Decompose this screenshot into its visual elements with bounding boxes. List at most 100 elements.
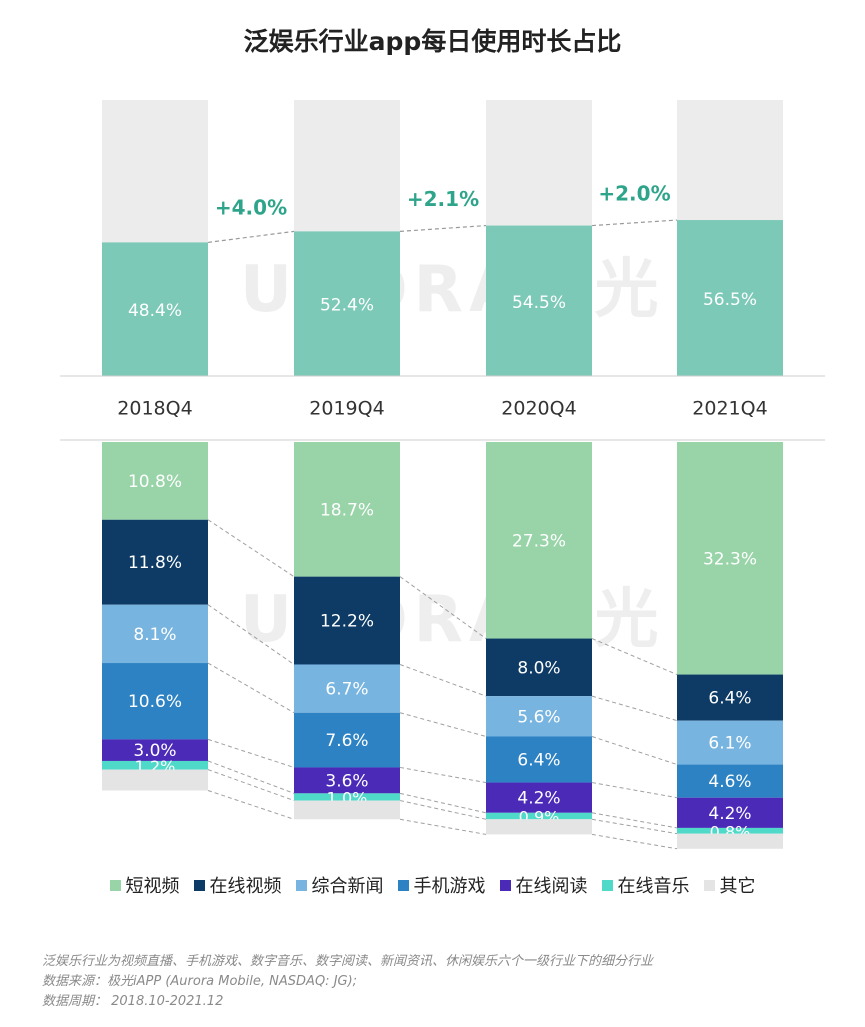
stack-seg-综合新闻-2 xyxy=(486,696,592,737)
stack-seg-综合新闻-3 xyxy=(677,720,783,765)
note-definition: 泛娱乐行业为视频直播、手机游戏、数字音乐、数字阅读、新闻资讯、休闲娱乐六个一级行… xyxy=(42,954,654,969)
stack-seg-综合新闻-1 xyxy=(294,664,400,713)
stack-connector-0-4 xyxy=(207,760,295,794)
stack-connector-2-3 xyxy=(591,782,678,799)
top-bar-2018Q4 xyxy=(102,242,208,376)
chart-title: 泛娱乐行业app每日使用时长占比 xyxy=(243,27,622,56)
growth-label-0: +4.0% xyxy=(215,195,287,219)
legend-label-2: 综合新闻 xyxy=(311,876,384,897)
stack-connector-2-1 xyxy=(591,695,678,722)
legend-label-4: 在线阅读 xyxy=(515,876,588,897)
legend-item-2: 综合新闻 xyxy=(295,872,384,898)
stack-seg-在线阅读-2 xyxy=(486,782,592,813)
stack-seg-在线视频-0 xyxy=(102,519,208,605)
legend-label-0: 短视频 xyxy=(125,876,180,897)
stack-connector-2-6 xyxy=(591,833,678,850)
stack-label-在线视频-3: 6.4% xyxy=(708,689,751,709)
stack-connector-1-4 xyxy=(399,792,487,814)
legend-item-5: 在线音乐 xyxy=(601,872,690,898)
stack-connector-2-0 xyxy=(591,638,678,676)
chart-canvas: 48.4% 52.4% 54.5% 56.5% +4.0% +2.1% +2.0% 2018Q… xyxy=(60,100,825,850)
stack-label-短视频-0: 10.8% xyxy=(128,472,182,492)
top-bar-label-1: 52.4% xyxy=(320,296,374,316)
legend-swatch-0 xyxy=(109,879,121,891)
stack-seg-短视频-1 xyxy=(294,442,400,577)
legend-label-1: 在线视频 xyxy=(209,876,282,897)
stack-label-在线阅读-0: 3.0% xyxy=(133,741,176,761)
stack-seg-在线音乐-0 xyxy=(102,760,208,770)
stack-seg-手机游戏-3 xyxy=(677,764,783,798)
stack-label-手机游戏-2: 6.4% xyxy=(517,751,560,771)
stack-label-手机游戏-3: 4.6% xyxy=(708,772,751,792)
top-connector-1 xyxy=(399,224,487,232)
legend-item-1: 在线视频 xyxy=(193,872,282,898)
category-label-2018Q4: 2018Q4 xyxy=(117,398,192,420)
stack-seg-其它-0 xyxy=(102,769,208,791)
legend-swatch-4 xyxy=(499,879,511,891)
stack-label-短视频-3: 32.3% xyxy=(703,549,757,569)
top-connector-2 xyxy=(591,219,678,227)
stack-seg-在线音乐-3 xyxy=(677,827,783,834)
stack-seg-手机游戏-0 xyxy=(102,663,208,740)
stack-label-在线视频-1: 12.2% xyxy=(320,612,374,632)
legend-swatch-1 xyxy=(193,879,205,891)
stack-label-在线视频-2: 8.0% xyxy=(517,658,560,678)
stack-seg-在线阅读-3 xyxy=(677,797,783,828)
stack-label-在线视频-0: 11.8% xyxy=(128,553,182,573)
legend: 短视频 在线视频 综合新闻 手机游戏 在线阅读 在线音乐 其它 xyxy=(0,872,865,898)
stack-label-综合新闻-3: 6.1% xyxy=(708,734,751,754)
legend-swatch-3 xyxy=(397,879,409,891)
growth-label-2: +2.0% xyxy=(598,181,670,205)
footnotes: 泛娱乐行业为视频直播、手机游戏、数字音乐、数字阅读、新闻资讯、休闲娱乐六个一级行… xyxy=(42,952,653,1012)
stack-seg-在线视频-3 xyxy=(677,674,783,721)
stack-label-手机游戏-1: 7.6% xyxy=(325,731,368,751)
stack-connector-0-6 xyxy=(207,790,295,820)
growth-label-1: +2.1% xyxy=(407,187,479,211)
top-bar-2019Q4 xyxy=(294,231,400,376)
note-source: 数据来源：极光iAPP (Aurora Mobile, NASDAQ: JG); xyxy=(42,974,358,989)
stack-label-综合新闻-1: 6.7% xyxy=(325,680,368,700)
category-label-2020Q4: 2020Q4 xyxy=(501,398,576,420)
stack-connector-1-6 xyxy=(399,818,487,835)
legend-item-4: 在线阅读 xyxy=(499,872,588,898)
stack-label-在线阅读-1: 3.6% xyxy=(325,771,368,791)
stack-seg-在线视频-1 xyxy=(294,576,400,665)
legend-item-6: 其它 xyxy=(703,872,756,898)
note-period: 数据周期： 2018.10-2021.12 xyxy=(42,994,224,1009)
stack-label-短视频-1: 18.7% xyxy=(320,500,374,520)
stack-seg-短视频-0 xyxy=(102,442,208,520)
stack-connector-0-5 xyxy=(207,769,295,802)
stack-seg-手机游戏-1 xyxy=(294,712,400,768)
stack-seg-短视频-2 xyxy=(486,442,592,639)
top-bar-2020Q4 xyxy=(486,225,592,376)
top-bar-label-0: 48.4% xyxy=(128,301,182,321)
top-bar-label-2: 54.5% xyxy=(512,293,566,313)
stack-connector-1-2 xyxy=(399,712,487,737)
stack-connector-1-5 xyxy=(399,800,487,820)
stack-seg-其它-1 xyxy=(294,800,400,820)
stack-connector-2-5 xyxy=(591,818,678,835)
stack-connector-2-2 xyxy=(591,736,678,766)
top-bar-label-3: 56.5% xyxy=(703,290,757,310)
top-connector-0 xyxy=(207,230,295,244)
stack-seg-短视频-3 xyxy=(677,442,783,675)
stack-seg-在线阅读-1 xyxy=(294,767,400,794)
legend-item-3: 手机游戏 xyxy=(397,872,486,898)
stack-connector-0-1 xyxy=(207,604,295,665)
stack-seg-在线音乐-2 xyxy=(486,812,592,820)
legend-label-5: 在线音乐 xyxy=(617,876,690,897)
stack-connector-1-3 xyxy=(399,766,487,784)
stack-seg-在线阅读-0 xyxy=(102,739,208,761)
legend-swatch-6 xyxy=(703,879,715,891)
stack-label-综合新闻-2: 5.6% xyxy=(517,707,560,727)
stack-connector-2-4 xyxy=(591,812,678,829)
stack-connector-0-3 xyxy=(207,738,295,768)
stack-label-手机游戏-0: 10.6% xyxy=(128,692,182,712)
stack-seg-手机游戏-2 xyxy=(486,736,592,783)
legend-item-0: 短视频 xyxy=(109,872,180,898)
legend-label-3: 手机游戏 xyxy=(413,876,486,897)
stack-connector-0-2 xyxy=(207,662,295,714)
stack-seg-其它-3 xyxy=(677,833,783,849)
top-bar-2021Q4 xyxy=(677,220,783,376)
stack-seg-在线视频-2 xyxy=(486,638,592,697)
